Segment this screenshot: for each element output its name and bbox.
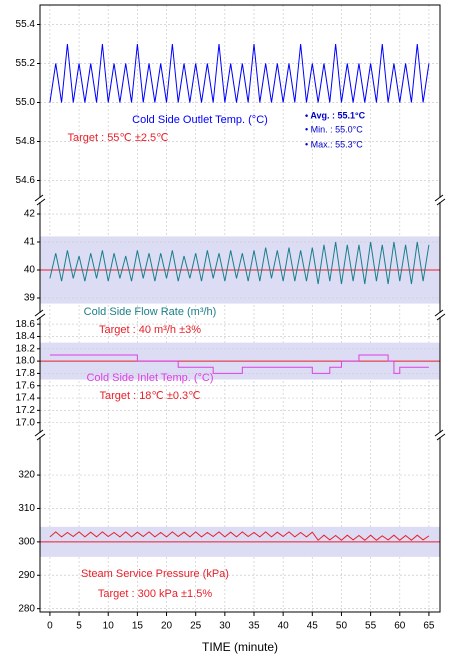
stat-annotation: • Max.: 55.3°C	[305, 139, 363, 149]
x-tick-label: 45	[307, 621, 319, 632]
y-tick-label: 290	[18, 570, 35, 581]
y-tick-label: 17.2	[16, 405, 36, 416]
x-tick-label: 15	[132, 621, 144, 632]
x-tick-label: 5	[76, 621, 82, 632]
y-tick-label: 17.4	[16, 393, 36, 404]
y-tick-label: 17.0	[16, 417, 36, 428]
y-tick-label: 55.4	[16, 19, 36, 30]
break-mark	[434, 429, 444, 437]
break-mark	[34, 429, 44, 437]
y-tick-label: 55.2	[16, 58, 36, 69]
break-gap	[435, 313, 445, 317]
y-tick-label: 18.4	[16, 331, 36, 342]
stat-annotation: • Avg. : 55.1°C	[305, 110, 366, 120]
panel-title: Cold Side Outlet Temp. (°C)	[132, 114, 268, 126]
break-mark	[436, 198, 446, 206]
panel-title: Steam Service Pressure (kPa)	[81, 568, 229, 580]
break-mark	[434, 309, 444, 317]
x-tick-label: 60	[394, 621, 406, 632]
x-tick-label: 40	[278, 621, 290, 632]
break-gap	[35, 313, 45, 317]
data-line	[49, 354, 429, 374]
y-tick-label: 280	[18, 603, 35, 614]
y-tick-label: 300	[18, 537, 35, 548]
x-tick-label: 50	[336, 621, 348, 632]
data-line	[49, 43, 430, 103]
y-tick-label: 18.0	[16, 356, 36, 367]
y-tick-label: 55.0	[16, 97, 36, 108]
panel-target: Target : 300 kPa ±1.5%	[98, 588, 212, 600]
data-line	[49, 241, 430, 285]
break-mark	[436, 433, 446, 441]
break-mark	[34, 194, 44, 202]
break-mark	[436, 313, 446, 321]
panel-target: Target : 18℃ ±0.3℃	[99, 390, 200, 402]
y-tick-label: 41	[24, 237, 36, 248]
plot-frame	[39, 4, 441, 613]
stat-annotation: • Min. : 55.0°C	[305, 124, 363, 134]
y-tick-label: 40	[24, 265, 36, 276]
break-gap	[435, 198, 445, 202]
x-tick-label: 30	[219, 621, 231, 632]
break-mark	[36, 433, 46, 441]
y-tick-label: 54.6	[16, 175, 36, 186]
break-gap	[35, 433, 45, 437]
x-tick-label: 25	[190, 621, 202, 632]
break-mark	[434, 194, 444, 202]
y-tick-label: 18.2	[16, 343, 36, 354]
y-tick-label: 17.8	[16, 368, 36, 379]
x-tick-label: 20	[161, 621, 173, 632]
panel-target: Target : 55℃ ±2.5℃	[67, 132, 168, 144]
x-tick-label: 65	[423, 621, 435, 632]
x-tick-label: 0	[47, 621, 53, 632]
break-mark	[36, 198, 46, 206]
y-tick-label: 54.8	[16, 136, 36, 147]
x-tick-label: 35	[248, 621, 260, 632]
break-mark	[34, 309, 44, 317]
panel-title: Cold Side Inlet Temp. (°C)	[86, 372, 213, 384]
y-tick-label: 42	[24, 209, 36, 220]
y-tick-label: 18.6	[16, 319, 36, 330]
break-mark	[36, 313, 46, 321]
data-line	[49, 531, 430, 541]
panel-target: Target : 40 m³/h ±3%	[99, 324, 201, 336]
y-tick-label: 310	[18, 503, 35, 514]
break-gap	[435, 433, 445, 437]
x-axis-label: TIME (minute)	[202, 640, 278, 654]
x-tick-label: 10	[103, 621, 115, 632]
x-tick-label: 55	[365, 621, 377, 632]
break-gap	[35, 198, 45, 202]
y-tick-label: 17.6	[16, 380, 36, 391]
y-tick-label: 39	[24, 293, 36, 304]
panel-title: Cold Side Flow Rate (m³/h)	[84, 306, 217, 318]
y-tick-label: 320	[18, 470, 35, 481]
